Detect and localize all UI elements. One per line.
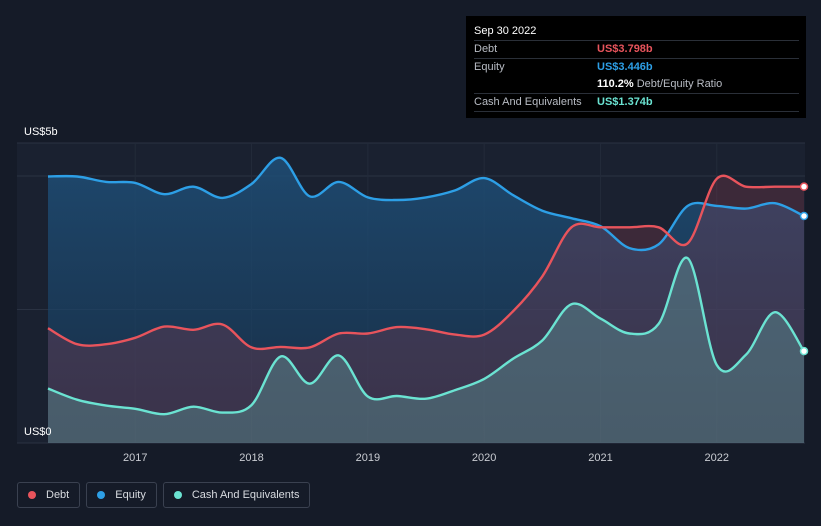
line-cash-and-equivalents: [47, 256, 806, 416]
series-areas: [48, 157, 804, 443]
x-tick-label: 2018: [239, 452, 263, 464]
line-equity: [47, 156, 805, 252]
tooltip-row-debt: Debt US$3.798b: [474, 40, 799, 58]
equity-dot-icon: [97, 491, 106, 499]
legend-label: Cash And Equivalents: [191, 489, 300, 501]
legend-item-cash[interactable]: Cash And Equivalents: [162, 482, 311, 508]
tooltip-label: Debt: [474, 43, 498, 55]
area-equity: [48, 157, 804, 443]
x-tick-label: 2017: [123, 452, 147, 464]
line-debt: [47, 174, 804, 351]
tooltip-ratio-label: Debt/Equity Ratio: [636, 78, 723, 90]
legend-label: Equity: [115, 489, 146, 501]
cash-dot-icon: [173, 491, 182, 499]
series-end-markers: [799, 182, 809, 356]
x-axis-ticks: 2017 2018 2019 2020 2021 2022: [123, 452, 729, 464]
end-marker-equity: [799, 211, 809, 221]
end-marker-cash-and-equivalents: [799, 346, 809, 356]
legend-item-debt[interactable]: Debt: [17, 482, 81, 508]
tooltip-row-ratio: 110.2% Debt/Equity Ratio: [474, 76, 799, 93]
legend-label: Debt: [46, 489, 70, 501]
x-tick-label: 2020: [472, 452, 496, 464]
x-tick-label: 2022: [705, 452, 729, 464]
legend: Debt Equity Cash And Equivalents: [17, 482, 311, 510]
tooltip-label: Equity: [474, 61, 505, 73]
legend-item-equity[interactable]: Equity: [86, 482, 157, 508]
tooltip-value: US$3.446b: [597, 61, 653, 73]
tooltip-value: US$1.374b: [597, 96, 653, 108]
tooltip-label: [474, 76, 597, 93]
x-tick-label: 2019: [356, 452, 380, 464]
area-debt: [48, 175, 804, 443]
tooltip-date: Sep 30 2022: [474, 25, 537, 37]
end-marker-debt: [799, 182, 809, 191]
x-tick-label: 2021: [588, 452, 612, 464]
debt-dot-icon: [28, 491, 36, 499]
tooltip-value: 110.2%: [597, 78, 634, 90]
area-cash-and-equivalents: [48, 257, 804, 443]
series-lines: [47, 156, 806, 416]
tooltip-row-equity: Equity US$3.446b: [474, 58, 799, 76]
tooltip-value: US$3.798b: [597, 43, 653, 55]
tooltip-label: Cash And Equivalents: [474, 96, 582, 108]
tooltip-panel: Sep 30 2022 Debt US$3.798b Equity US$3.4…: [466, 16, 806, 118]
y-axis-top-label: US$5b: [24, 126, 58, 138]
y-axis-bottom-label: US$0: [24, 426, 52, 438]
tooltip-row-cash: Cash And Equivalents US$1.374b: [474, 93, 799, 112]
